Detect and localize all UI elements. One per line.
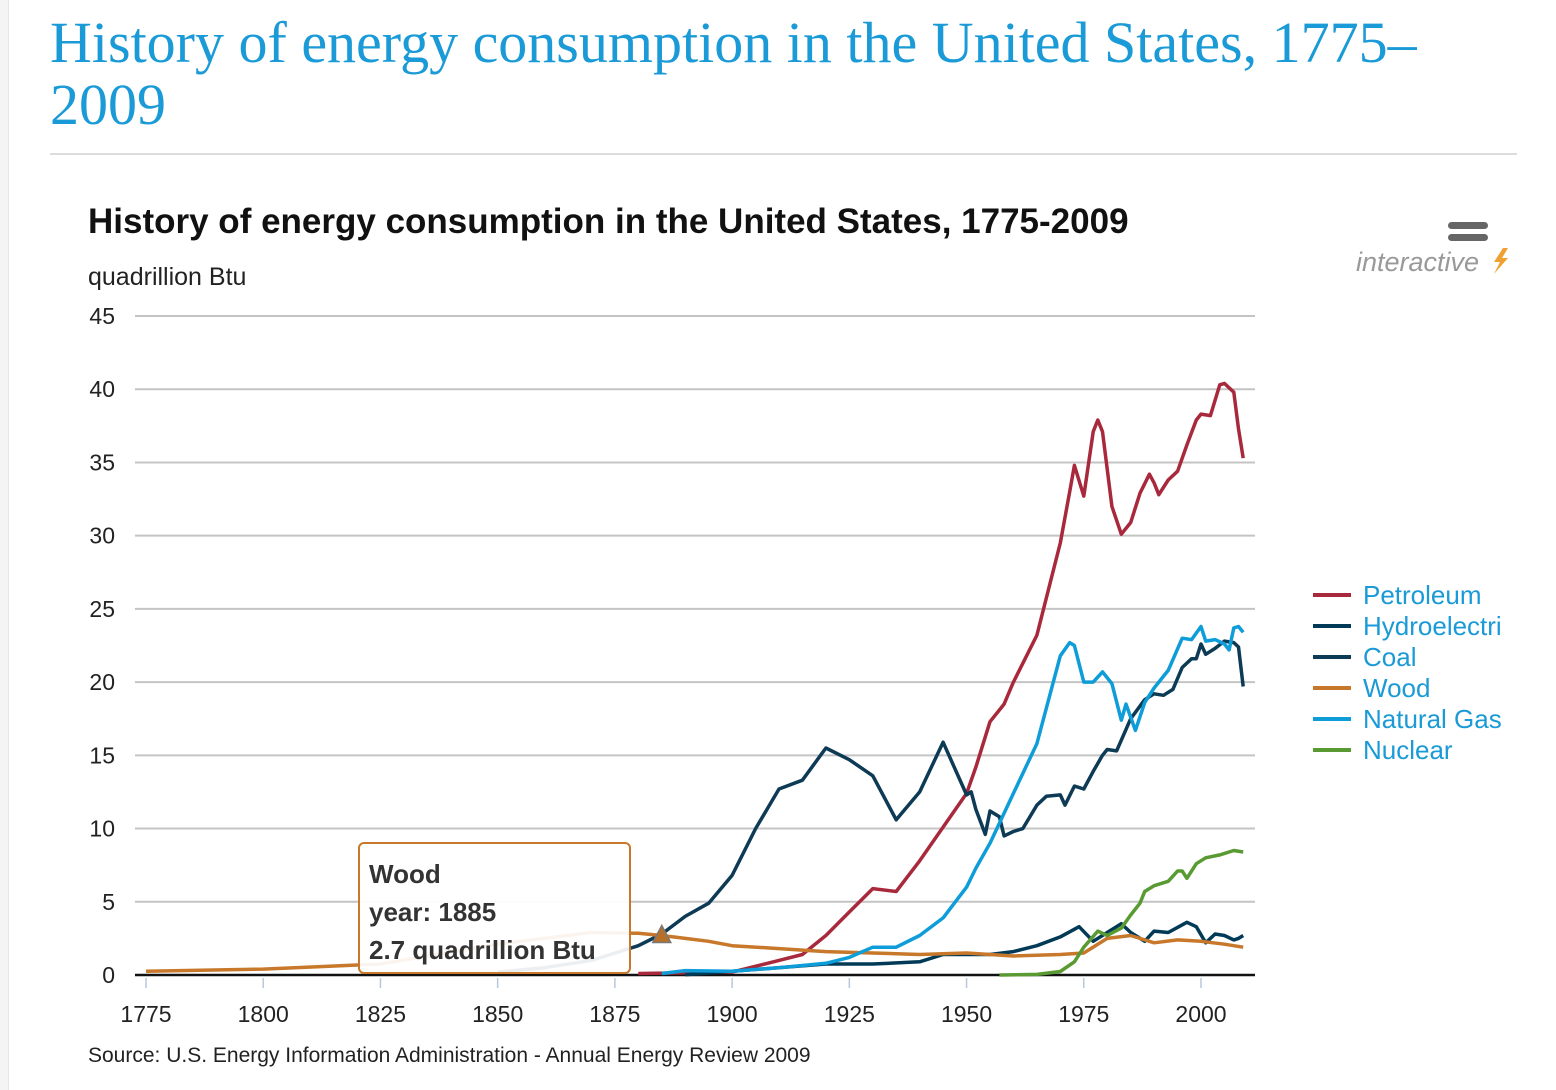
source-note: Source: U.S. Energy Information Administ… <box>88 1044 811 1067</box>
legend-item-hydroelectri[interactable]: Hydroelectri <box>1313 611 1502 641</box>
y-axis: 0 5 10 15 20 25 30 35 40 45 <box>89 303 115 988</box>
legend-label: Wood <box>1363 673 1430 703</box>
y-axis-unit: quadrillion Btu <box>88 263 246 291</box>
series-line-coal[interactable] <box>497 639 1245 974</box>
y-tick-label: 40 <box>89 376 115 402</box>
legend-label: Petroleum <box>1363 580 1482 610</box>
x-tick-label: 1825 <box>355 1001 406 1027</box>
tooltip-year: year: 1885 <box>369 897 496 927</box>
x-tick-label: 1900 <box>707 1001 758 1027</box>
series-line-natural-gas[interactable] <box>661 624 1245 976</box>
x-tick-label: 1800 <box>238 1001 289 1027</box>
y-tick-label: 20 <box>89 669 115 695</box>
series-line-nuclear[interactable] <box>999 848 1244 977</box>
y-tick-label: 35 <box>89 449 115 475</box>
legend-item-petroleum[interactable]: Petroleum <box>1313 580 1482 610</box>
series-line-hydroelectri[interactable] <box>685 920 1245 977</box>
x-tick-label: 1950 <box>941 1001 992 1027</box>
legend-label: Nuclear <box>1363 735 1453 765</box>
y-tick-label: 45 <box>89 303 115 329</box>
legend-label: Hydroelectri <box>1363 611 1502 641</box>
legend-label: Coal <box>1363 642 1416 672</box>
menu-icon[interactable] <box>1448 222 1488 229</box>
series-lines <box>145 381 1245 977</box>
y-tick-label: 5 <box>102 889 115 915</box>
chart-title: History of energy consumption in the Uni… <box>88 202 1129 241</box>
y-tick-label: 15 <box>89 742 115 768</box>
legend-item-wood[interactable]: Wood <box>1313 673 1430 703</box>
x-tick-label: 2000 <box>1175 1001 1226 1027</box>
grid <box>135 315 1255 977</box>
tooltip: Wood year: 1885 2.7 quadrillion Btu <box>358 842 673 974</box>
x-axis: 1775 1800 1825 1850 1875 1900 1925 1950 1975 2000 <box>120 978 1227 1027</box>
tooltip-series: Wood <box>369 859 441 889</box>
x-tick-label: 1850 <box>472 1001 523 1027</box>
y-tick-label: 10 <box>89 816 115 842</box>
tooltip-box <box>358 842 631 974</box>
left-edge <box>0 0 9 1090</box>
menu-button[interactable] <box>1448 222 1488 241</box>
x-tick-label: 1875 <box>589 1001 640 1027</box>
y-tick-label: 30 <box>89 523 115 549</box>
lightning-icon <box>1494 248 1508 274</box>
legend-item-nuclear[interactable]: Nuclear <box>1313 735 1453 765</box>
legend-label: Natural Gas <box>1363 704 1502 734</box>
y-tick-label: 25 <box>89 596 115 622</box>
x-tick-label: 1975 <box>1058 1001 1109 1027</box>
title-divider <box>50 153 1517 155</box>
legend-item-coal[interactable]: Coal <box>1313 642 1416 672</box>
series-line-wood[interactable] <box>145 930 1244 974</box>
menu-icon-bar[interactable] <box>1448 234 1488 241</box>
page-title: History of energy consumption in the Uni… <box>50 10 1417 137</box>
legend-item-natural-gas[interactable]: Natural Gas <box>1313 704 1502 734</box>
tooltip-value: 2.7 quadrillion Btu <box>369 935 596 965</box>
x-tick-label: 1925 <box>824 1001 875 1027</box>
series-line-petroleum[interactable] <box>638 381 1245 976</box>
x-tick-label: 1775 <box>120 1001 171 1027</box>
y-tick-label: 0 <box>102 962 115 988</box>
interactive-badge: interactive <box>1356 247 1479 277</box>
tooltip-marker <box>651 923 673 944</box>
